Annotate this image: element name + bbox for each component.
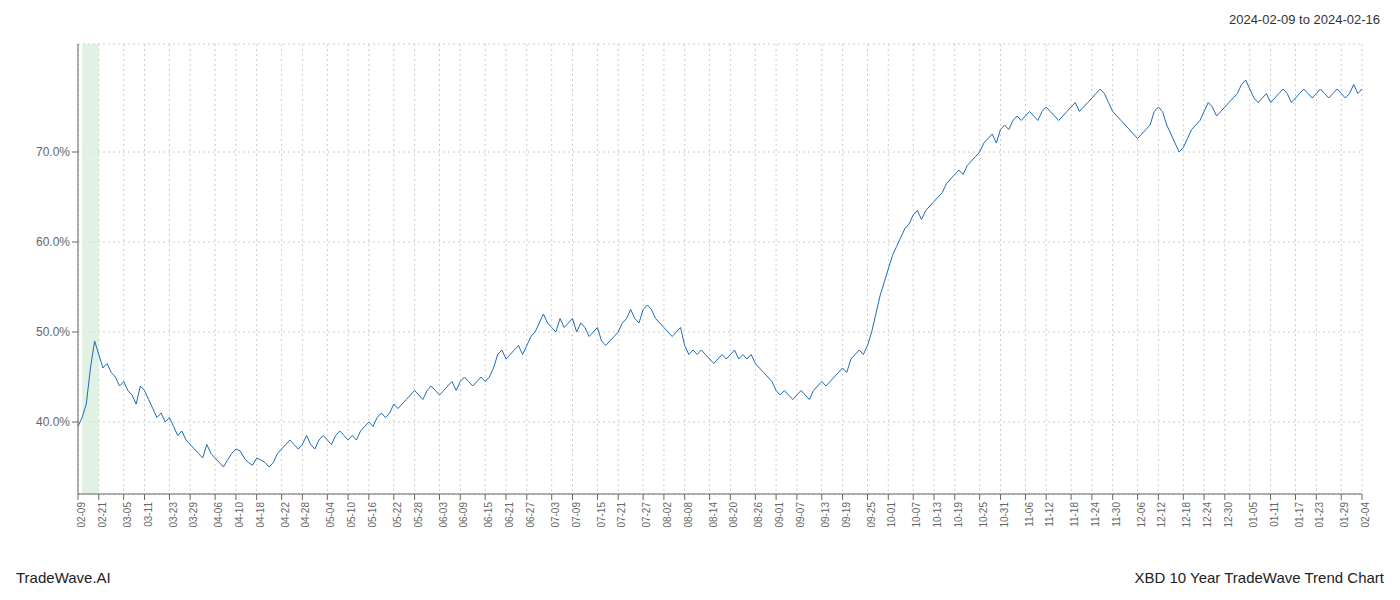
svg-text:05-10: 05-10 — [346, 502, 357, 528]
svg-text:50.0%: 50.0% — [36, 325, 70, 339]
svg-text:07-09: 07-09 — [571, 502, 582, 528]
svg-text:12-06: 12-06 — [1136, 502, 1147, 528]
svg-text:07-21: 07-21 — [616, 502, 627, 528]
svg-text:11-06: 11-06 — [1024, 502, 1035, 527]
svg-text:05-28: 05-28 — [413, 502, 424, 528]
svg-text:11-24: 11-24 — [1090, 502, 1101, 527]
svg-text:11-18: 11-18 — [1069, 502, 1080, 527]
svg-text:10-25: 10-25 — [978, 502, 989, 528]
svg-text:12-24: 12-24 — [1202, 502, 1213, 528]
svg-text:03-23: 03-23 — [168, 502, 179, 528]
svg-text:03-05: 03-05 — [122, 502, 133, 528]
svg-text:07-27: 07-27 — [641, 502, 652, 528]
svg-text:11-30: 11-30 — [1111, 502, 1122, 527]
svg-text:11-12: 11-12 — [1044, 502, 1055, 527]
svg-text:09-25: 09-25 — [866, 502, 877, 528]
svg-text:07-15: 07-15 — [596, 502, 607, 528]
svg-text:08-14: 08-14 — [708, 502, 719, 528]
svg-text:01-05: 01-05 — [1248, 502, 1259, 528]
html-text:2024-02-09 to 2024-02-16: 2024-02-09 to 2024-02-16 — [1228, 12, 1380, 27]
svg-text:04-10: 04-10 — [234, 502, 245, 528]
svg-text:05-22: 05-22 — [392, 502, 403, 528]
svg-text:05-16: 05-16 — [367, 502, 378, 528]
svg-text:08-02: 08-02 — [662, 502, 673, 528]
svg-text:09-19: 09-19 — [841, 502, 852, 528]
svg-text:04-18: 04-18 — [255, 502, 266, 528]
svg-text:06-21: 06-21 — [504, 502, 515, 528]
html-text:TradeWave.AI: TradeWave.AI — [16, 569, 111, 586]
svg-text:60.0%: 60.0% — [36, 235, 70, 249]
svg-text:10-19: 10-19 — [953, 502, 964, 528]
svg-text:10-07: 10-07 — [911, 502, 922, 528]
svg-text:07-03: 07-03 — [550, 502, 561, 528]
html-text:XBD 10 Year TradeWave Trend Ch: XBD 10 Year TradeWave Trend Chart — [1134, 569, 1384, 586]
svg-text:01-29: 01-29 — [1339, 502, 1350, 528]
svg-text:12-30: 12-30 — [1223, 502, 1234, 528]
svg-text:01-11: 01-11 — [1269, 502, 1280, 527]
svg-text:10-01: 10-01 — [886, 502, 897, 528]
svg-text:40.0%: 40.0% — [36, 415, 70, 429]
svg-text:01-23: 01-23 — [1314, 502, 1325, 528]
svg-text:10-13: 10-13 — [932, 502, 943, 528]
svg-text:01-17: 01-17 — [1294, 502, 1305, 528]
svg-text:05-04: 05-04 — [325, 502, 336, 528]
svg-text:06-03: 06-03 — [438, 502, 449, 528]
svg-text:09-13: 09-13 — [820, 502, 831, 528]
svg-text:08-26: 08-26 — [753, 502, 764, 528]
svg-text:04-28: 04-28 — [300, 502, 311, 528]
svg-text:02-09: 02-09 — [76, 502, 87, 528]
svg-text:12-18: 12-18 — [1181, 502, 1192, 528]
svg-text:03-11: 03-11 — [143, 502, 154, 527]
svg-text:06-27: 06-27 — [525, 502, 536, 528]
svg-text:02-04: 02-04 — [1360, 502, 1371, 528]
svg-text:06-09: 06-09 — [458, 502, 469, 528]
svg-text:03-29: 03-29 — [188, 502, 199, 528]
svg-text:08-20: 08-20 — [728, 502, 739, 528]
svg-text:08-08: 08-08 — [683, 502, 694, 528]
svg-text:04-06: 04-06 — [213, 502, 224, 528]
svg-text:04-22: 04-22 — [280, 502, 291, 528]
svg-text:70.0%: 70.0% — [36, 145, 70, 159]
svg-text:09-01: 09-01 — [774, 502, 785, 528]
svg-text:12-12: 12-12 — [1156, 502, 1167, 528]
svg-text:10-31: 10-31 — [999, 502, 1010, 528]
svg-text:06-15: 06-15 — [483, 502, 494, 528]
svg-text:09-07: 09-07 — [795, 502, 806, 528]
svg-text:02-21: 02-21 — [97, 502, 108, 528]
